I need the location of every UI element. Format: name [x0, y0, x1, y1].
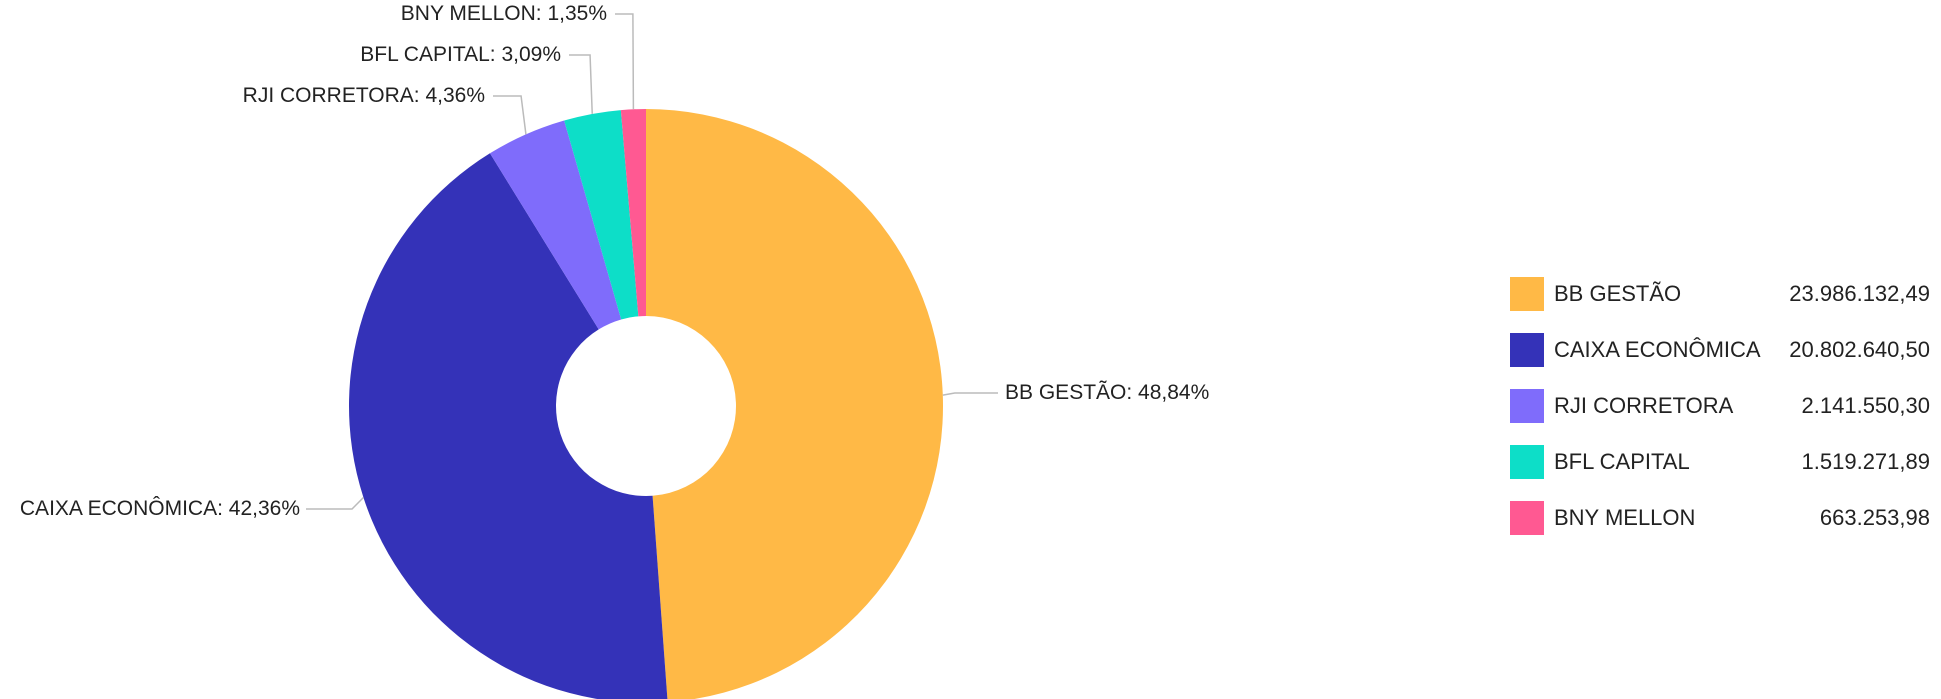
legend-item-bb-gestao[interactable]: BB GESTÃO 23.986.132,49	[1510, 277, 1930, 311]
leader-lines	[306, 13, 998, 510]
slice-rji-corretora[interactable]	[489, 120, 622, 330]
slice-label-bny-mellon: BNY MELLON: 1,35%	[401, 2, 607, 25]
slice-caixa-economica[interactable]	[349, 153, 668, 699]
slice-labels: BB GESTÃO: 48,84% CAIXA ECONÔMICA: 42,36%…	[20, 2, 1209, 520]
legend-swatch	[1510, 333, 1544, 367]
donut-slices	[349, 109, 943, 699]
legend-name: CAIXA ECONÔMICA	[1554, 337, 1761, 362]
slice-label-rji-corretora: RJI CORRETORA: 4,36%	[243, 84, 485, 107]
legend-swatch	[1510, 445, 1544, 479]
legend-value: 23.986.132,49	[1789, 281, 1930, 306]
legend-value: 663.253,98	[1819, 505, 1930, 530]
slice-bb-gestao[interactable]	[646, 109, 943, 699]
slice-label-bfl-capital: BFL CAPITAL: 3,09%	[360, 43, 561, 66]
legend-item-caixa-economica[interactable]: CAIXA ECONÔMICA 20.802.640,50	[1510, 333, 1930, 367]
slice-label-caixa-economica: CAIXA ECONÔMICA: 42,36%	[20, 497, 300, 520]
leader-line-rji-corretora	[493, 95, 527, 135]
leader-line-caixa-economica	[306, 496, 364, 510]
legend-value: 2.141.550,30	[1801, 393, 1930, 418]
legend-value: 1.519.271,89	[1801, 449, 1930, 474]
legend-name: RJI CORRETORA	[1554, 393, 1734, 418]
legend-swatch	[1510, 389, 1544, 423]
legend-item-rji-corretora[interactable]: RJI CORRETORA 2.141.550,30	[1510, 389, 1930, 423]
legend-name: BNY MELLON	[1554, 505, 1696, 530]
leader-line-bfl-capital	[569, 54, 593, 114]
legend-swatch	[1510, 277, 1544, 311]
legend-value: 20.802.640,50	[1789, 337, 1930, 362]
legend-swatch	[1510, 501, 1544, 535]
legend-item-bny-mellon[interactable]: BNY MELLON 663.253,98	[1510, 501, 1930, 535]
legend-name: BB GESTÃO	[1554, 281, 1682, 306]
slice-bny-mellon[interactable]	[620, 109, 646, 317]
legend-name: BFL CAPITAL	[1554, 449, 1690, 474]
legend-item-bfl-capital[interactable]: BFL CAPITAL 1.519.271,89	[1510, 445, 1930, 479]
leader-line-bny-mellon	[615, 13, 635, 110]
slice-bfl-capital[interactable]	[564, 110, 639, 320]
slice-label-bb-gestao: BB GESTÃO: 48,84%	[1005, 380, 1209, 404]
leader-line-bb-gestao	[942, 392, 998, 396]
legend: BB GESTÃO 23.986.132,49 CAIXA ECONÔMICA 20.…	[1510, 277, 1930, 557]
